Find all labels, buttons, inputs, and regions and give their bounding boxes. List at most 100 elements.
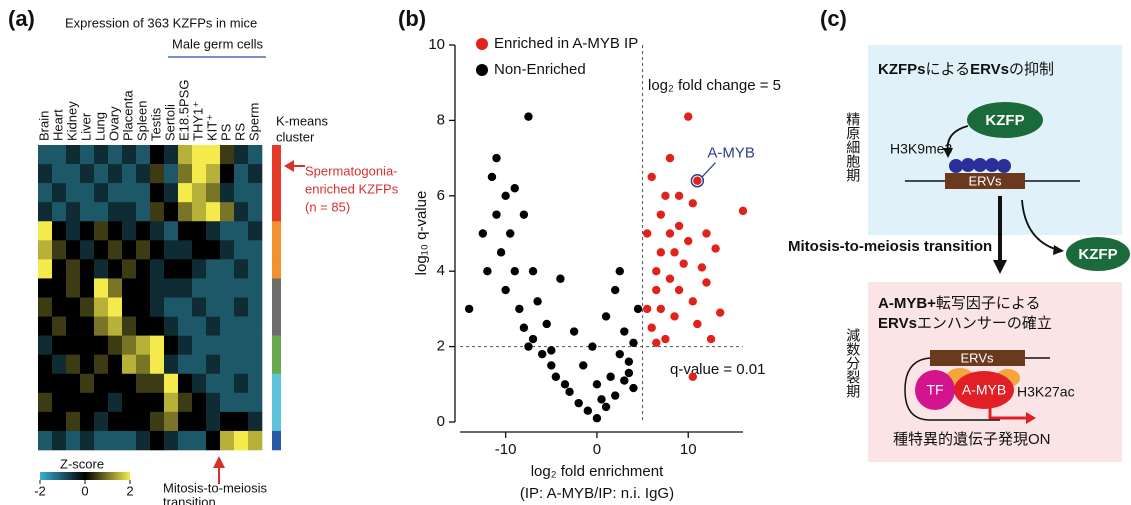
point	[652, 267, 661, 276]
cluster-bar	[272, 221, 281, 241]
point	[551, 372, 561, 381]
point	[624, 368, 634, 378]
heat-cell	[192, 221, 207, 241]
heat-cell	[220, 145, 235, 165]
heat-cell	[80, 278, 95, 298]
heat-cell	[206, 240, 221, 260]
point	[597, 395, 606, 404]
cluster-bar	[272, 392, 281, 413]
heat-cell	[164, 221, 179, 241]
factor	[915, 370, 955, 410]
title-part: A-MYB+	[878, 295, 936, 312]
heat-cell	[94, 297, 109, 317]
heat-cell	[178, 202, 193, 222]
protein-label: KZFP	[985, 112, 1024, 129]
heat-cell	[178, 145, 193, 165]
heat-cell	[220, 316, 235, 336]
arrow	[988, 408, 1028, 420]
heat-cell	[206, 202, 221, 222]
heat-cell	[206, 297, 221, 317]
arrowhead	[1026, 412, 1036, 424]
heat-cell	[66, 335, 81, 355]
point	[647, 323, 656, 332]
y-tick-label: 10	[428, 36, 445, 53]
point	[547, 361, 556, 370]
panel-label: (a)	[8, 6, 35, 31]
heat-cell	[164, 145, 179, 165]
point	[652, 285, 661, 295]
heat-cell	[164, 164, 179, 184]
point	[702, 229, 711, 238]
heat-cell	[136, 278, 151, 298]
element	[930, 350, 1025, 366]
heat-cell	[234, 354, 249, 375]
y-axis-label: log₁₀ q-value	[413, 191, 430, 276]
heat-cell	[178, 240, 193, 260]
heat-cell	[234, 373, 249, 394]
point	[492, 153, 501, 163]
colorbar-title: Z-score	[60, 456, 104, 471]
heat-cell	[150, 221, 165, 241]
heat-cell	[150, 259, 165, 279]
column-label: Sperm	[246, 103, 261, 141]
point	[652, 338, 661, 348]
point	[537, 349, 547, 359]
point	[715, 308, 725, 317]
heat-cell	[164, 240, 179, 260]
point	[524, 342, 533, 351]
heat-cell	[150, 335, 165, 355]
element-label: ERVs	[961, 350, 994, 365]
column-label: KIT⁺	[204, 114, 219, 141]
protein	[967, 102, 1043, 138]
point	[464, 304, 474, 314]
heat-cell	[122, 373, 137, 394]
point	[670, 312, 679, 321]
heat-cell	[150, 240, 165, 260]
panel-label: (b)	[398, 6, 426, 31]
heat-cell	[178, 316, 193, 336]
cluster-bar	[272, 145, 281, 165]
point	[670, 248, 679, 257]
heat-cell	[150, 278, 165, 298]
heat-cell	[192, 164, 207, 184]
point	[633, 304, 643, 314]
heat-cell	[108, 145, 123, 165]
heat-cell	[206, 354, 221, 375]
legend-label: Enriched in A-MYB IP	[494, 35, 638, 52]
heat-cell	[136, 221, 151, 241]
heat-cell	[164, 183, 179, 203]
column-label: PS	[218, 123, 233, 141]
heat-cell	[164, 373, 179, 394]
heat-cell	[80, 373, 95, 394]
heat-cell	[248, 430, 263, 451]
heat-cell	[164, 297, 179, 317]
heat-cell	[206, 145, 221, 165]
point	[592, 380, 602, 389]
point	[642, 304, 652, 314]
heat-cell	[234, 240, 249, 260]
heat-cell	[220, 354, 235, 375]
annotation: enriched KZFPs	[305, 181, 399, 196]
point	[656, 304, 666, 314]
heat-cell	[150, 183, 165, 203]
factor-label: A-MYB	[962, 382, 1006, 398]
factor-label: TF	[926, 382, 943, 398]
point	[615, 349, 624, 359]
point	[684, 236, 693, 246]
heat-cell	[178, 183, 193, 203]
heat-cell	[150, 411, 165, 432]
heat-cell	[150, 392, 165, 413]
heat-cell	[108, 411, 123, 432]
heat-cell	[94, 259, 109, 279]
heat-cell	[248, 392, 263, 413]
heat-cell	[66, 259, 81, 279]
heat-cell	[220, 183, 235, 203]
y-tick-label: 2	[437, 338, 445, 355]
heat-cell	[52, 259, 67, 279]
heat-cell	[66, 221, 81, 241]
group-label: Male germ cells	[172, 36, 264, 51]
heat-cell	[52, 335, 67, 355]
cluster-bar	[272, 202, 281, 222]
heat-cell	[220, 278, 235, 298]
stage-name: 精原細胞期	[845, 112, 861, 183]
